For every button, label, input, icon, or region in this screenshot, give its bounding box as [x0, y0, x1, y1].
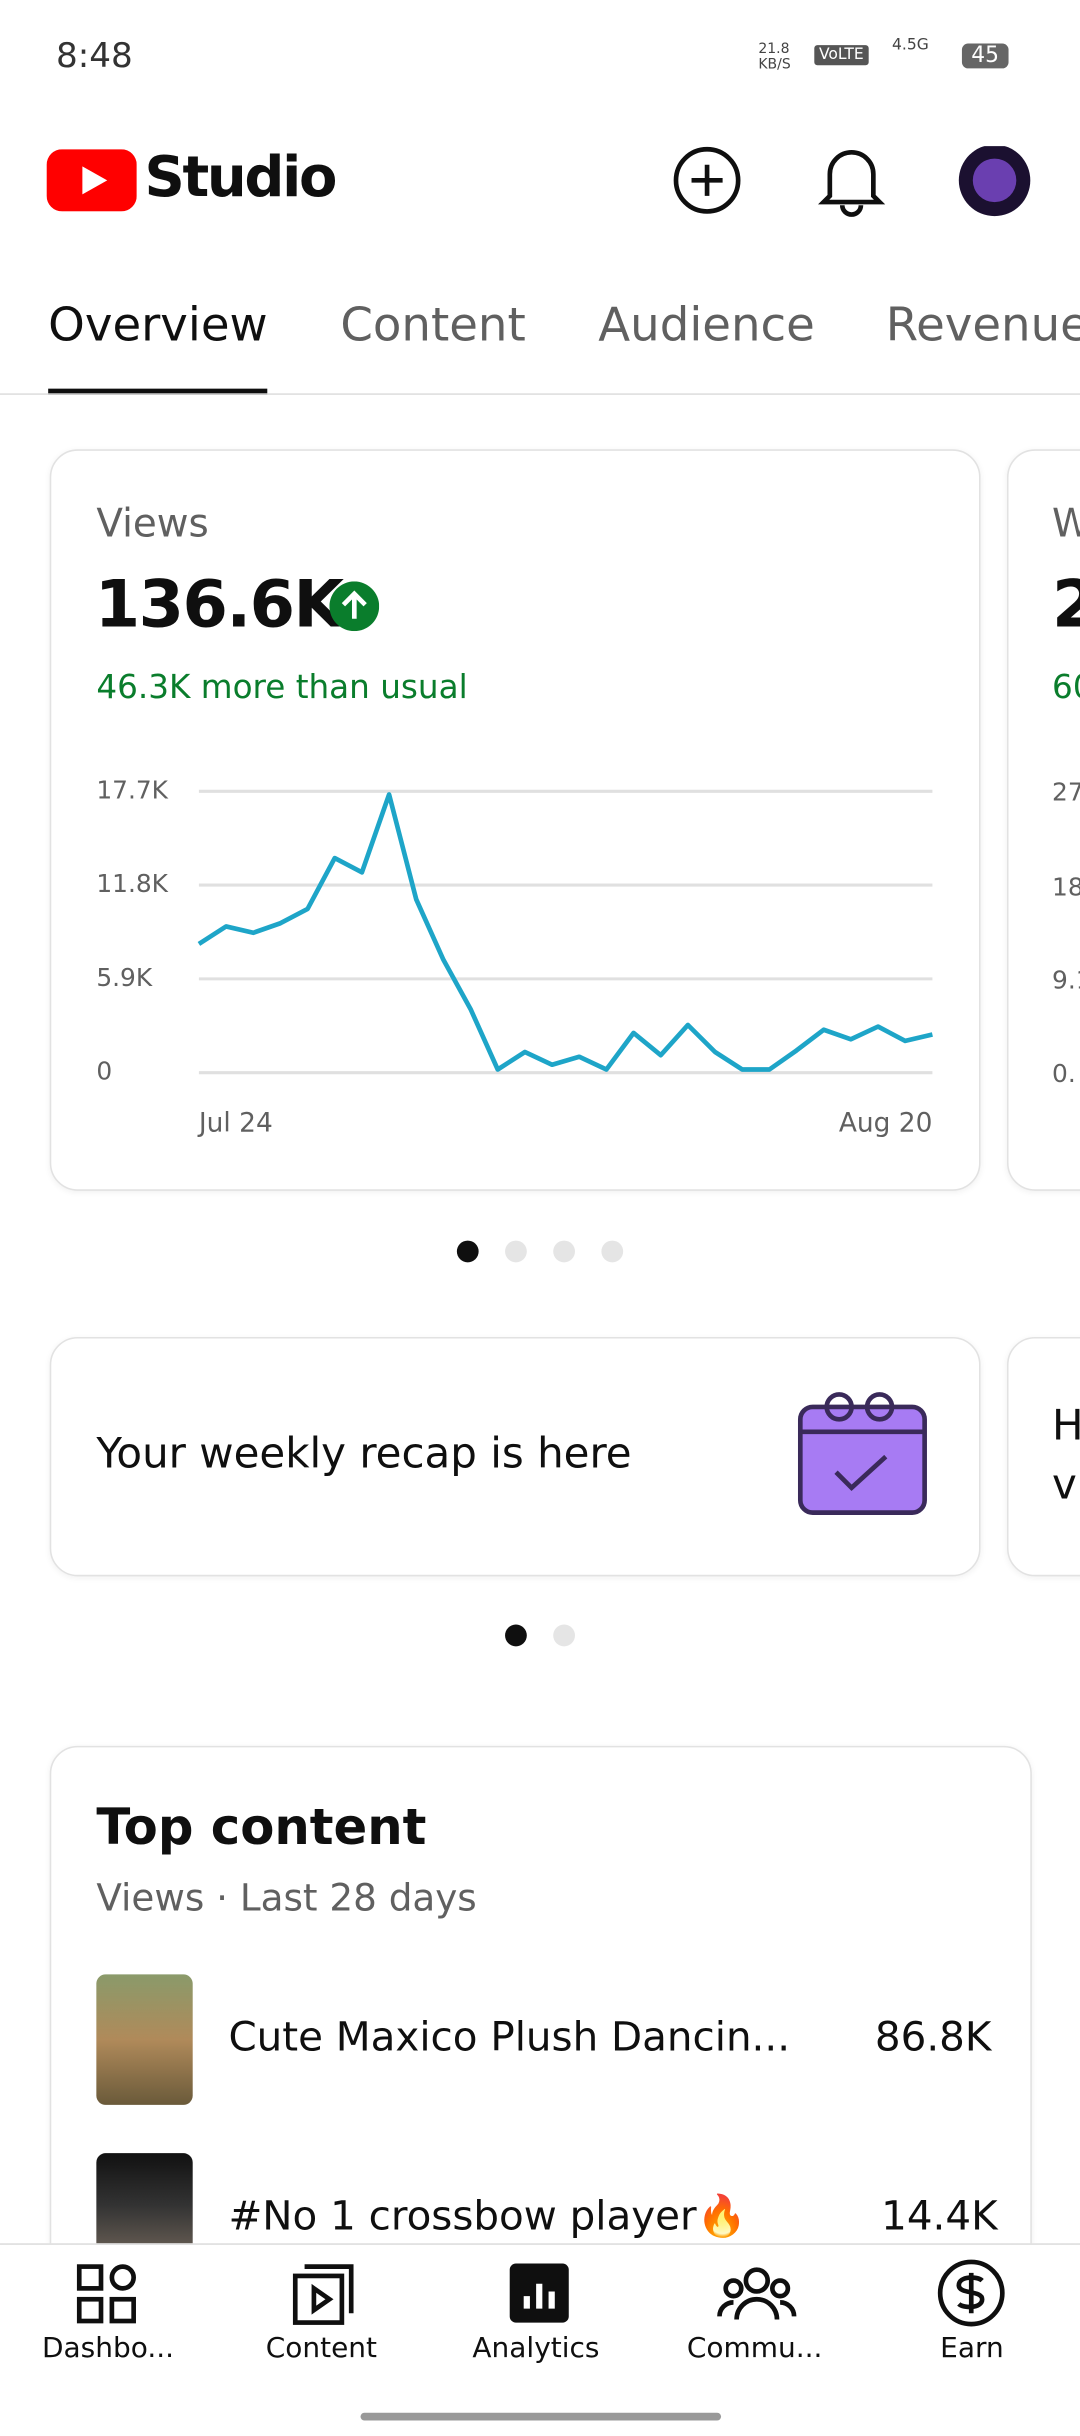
- peek-tick: 9.1: [1052, 965, 1080, 995]
- section-title: Top content: [96, 1797, 427, 1857]
- header-icons: [673, 146, 1031, 217]
- nav-label[interactable]: Earn: [940, 2331, 1004, 2365]
- pager-dot: [505, 1240, 527, 1263]
- card-delta: 46.3K more than usual: [96, 668, 468, 706]
- peek-recap-card[interactable]: [1006, 1336, 1080, 1577]
- active-tab-indicator: [48, 388, 268, 395]
- peek-delta: 60: [1052, 668, 1080, 706]
- item-value: 86.8K: [874, 2014, 992, 2062]
- line: [197, 792, 933, 1072]
- recap-icon: [797, 1392, 927, 1515]
- peek-total: 2: [1052, 566, 1080, 642]
- tab[interactable]: Revenue: [885, 298, 1080, 353]
- tab[interactable]: Overview: [48, 298, 268, 353]
- pager-dot: [553, 1240, 575, 1263]
- divider: [0, 393, 1080, 395]
- item-title[interactable]: #No 1 crossbow player🔥: [228, 2193, 747, 2241]
- pager-dot: [456, 1240, 479, 1263]
- pager-dot: [553, 1624, 575, 1647]
- battery: 45: [961, 43, 1009, 69]
- nav-label[interactable]: Analytics: [472, 2331, 600, 2365]
- y-tick-label: 11.8K: [96, 869, 168, 898]
- time: 8:48: [55, 37, 133, 77]
- nav-label[interactable]: Content: [265, 2331, 377, 2365]
- nav-icons: [76, 2259, 1005, 2421]
- item-value: 14.4K: [881, 2193, 998, 2241]
- item-title[interactable]: Cute Maxico Plush Dancin...: [228, 2014, 791, 2062]
- peek-title: W: [1052, 501, 1080, 546]
- pager-dot: [601, 1240, 624, 1263]
- x-tick-label: Jul 24: [197, 1107, 273, 1138]
- volte: VoLTE: [814, 45, 869, 66]
- create-button[interactable]: [673, 146, 741, 214]
- notifications-button[interactable]: [817, 150, 886, 217]
- card-total: 136.6K: [94, 565, 344, 643]
- peek-card[interactable]: [1006, 449, 1080, 1191]
- peek-recap-text: v: [1052, 1461, 1077, 1510]
- y-tick-label: 5.9K: [96, 963, 153, 992]
- peek-tick: 18: [1052, 872, 1080, 902]
- x-tick-label: Aug 20: [839, 1107, 933, 1138]
- peek-recap-text: H: [1052, 1402, 1080, 1450]
- recap-text: Your weekly recap is here: [96, 1430, 632, 1479]
- section-subtitle: Views · Last 28 days: [96, 1876, 477, 1920]
- tab[interactable]: Audience: [598, 298, 815, 353]
- y-tick-label: 0: [96, 1057, 112, 1086]
- speed: 21.8 KB/S: [758, 41, 791, 74]
- thumbnail: [96, 1974, 193, 2105]
- y-tick-label: 17.7K: [96, 775, 168, 804]
- peek-tick: 0.: [1052, 1058, 1076, 1089]
- nav-label[interactable]: Commu...: [686, 2331, 823, 2365]
- pager-dot: [505, 1624, 527, 1647]
- network: 4.5G: [891, 37, 929, 55]
- views-chart: 0 5.9K 11.8K 17.7K Jul 24 Aug 20: [96, 775, 933, 1138]
- app-name: Studio: [144, 146, 338, 210]
- views-card[interactable]: [49, 449, 981, 1191]
- tab[interactable]: Content: [340, 298, 526, 353]
- up-icon: [329, 581, 380, 632]
- logo: [46, 149, 137, 212]
- peek-tick: 27: [1052, 777, 1080, 807]
- nav-label[interactable]: Dashbo...: [41, 2331, 174, 2365]
- card-title: Views: [96, 500, 209, 546]
